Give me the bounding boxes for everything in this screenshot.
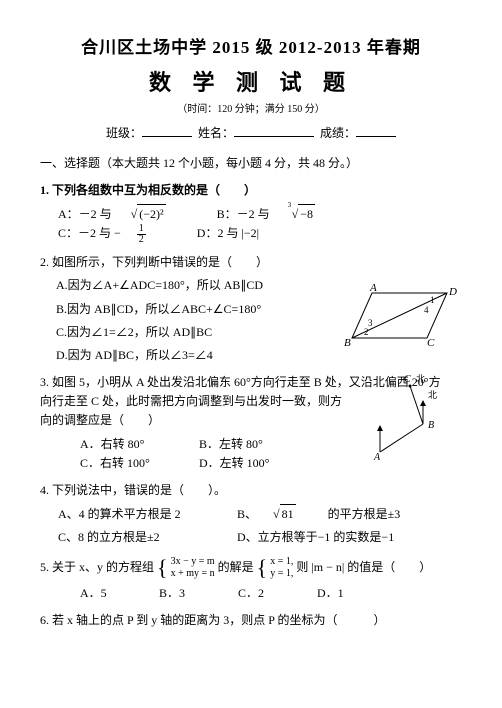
q3-opt-c: C．右转 100° (80, 454, 180, 473)
svg-text:D: D (448, 286, 457, 298)
score-blank[interactable] (356, 125, 396, 137)
q1-text: 1. 下列各组数中互为相反数的是（ ） (40, 181, 462, 200)
svg-text:2: 2 (364, 327, 369, 337)
svg-text:C: C (427, 337, 435, 349)
svg-text:A: A (369, 283, 377, 294)
svg-text:北: 北 (428, 390, 437, 400)
svg-text:4: 4 (424, 305, 429, 315)
q5-pre: 5. 关于 x、y 的方程组 (40, 559, 157, 573)
q6-text: 6. 若 x 轴上的点 P 到 y 轴的距离为 3，则点 P 的坐标为（ ） (40, 611, 462, 630)
svg-text:北: 北 (416, 374, 425, 384)
q4-opt-c: C、8 的立方根是±2 (58, 528, 218, 547)
q1-opt-c: C：－2 与 −12 (58, 224, 178, 245)
class-label: 班级： (106, 126, 142, 140)
q5-opt-a: A．5 (80, 584, 140, 603)
q4-row2: C、8 的立方根是±2 D、立方根等于−1 的实数是−1 (58, 528, 462, 547)
brace-icon: { (157, 560, 168, 575)
q5-options: A．5 B．3 C．2 D．1 (80, 584, 462, 603)
q5-opt-b: B．3 (159, 584, 219, 603)
q3-opt-d: D．左转 100° (199, 454, 269, 473)
q4-row1: A、4 的算术平方根是 2 B、81 的平方根是±3 (58, 504, 462, 524)
q1-options: A：－2 与 (−2)² B：－2 与 3−8 C：－2 与 −12 D：2 与… (58, 204, 462, 245)
q4-opt-b: B、81 的平方根是±3 (237, 504, 416, 524)
question-1: 1. 下列各组数中互为相反数的是（ ） A：－2 与 (−2)² B：－2 与 … (40, 181, 462, 245)
q4-text: 4. 下列说法中，错误的是（ ）。 (40, 481, 462, 500)
svg-text:3: 3 (368, 318, 373, 328)
page-title-2: 数 学 测 试 题 (40, 65, 462, 100)
q3-diagram: A B C 北 北 (368, 372, 448, 462)
q4-opt-a: A、4 的算术平方根是 2 (58, 505, 218, 524)
question-4: 4. 下列说法中，错误的是（ ）。 A、4 的算术平方根是 2 B、81 的平方… (40, 481, 462, 548)
svg-text:A: A (373, 452, 381, 462)
name-label: 姓名： (198, 126, 234, 140)
q5-mid: 的解是 (218, 559, 257, 573)
q1-opt-d: D：2 与 |−2| (197, 224, 259, 243)
q1-opt-b: B：－2 与 3−8 (217, 204, 347, 224)
section-1-heading: 一、选择题（本大题共 12 个小题，每小题 4 分，共 48 分。） (40, 154, 462, 173)
score-label: 成绩： (320, 126, 356, 140)
brace-icon: { (257, 560, 268, 575)
q3-opt-b: B．左转 80° (199, 435, 263, 454)
q2-text: 2. 如图所示，下列判断中错误的是（ ） (40, 253, 462, 272)
q5-opt-d: D．1 (317, 584, 344, 603)
name-blank[interactable] (234, 125, 314, 137)
q2-diagram: A D B C 1 4 3 2 (332, 283, 462, 353)
svg-text:C: C (404, 374, 411, 385)
page-title-1: 合川区土场中学 2015 级 2012-2013 年春期 (40, 34, 462, 61)
svg-text:B: B (428, 420, 434, 431)
q5-sys2: x = 1,y = 1, (270, 556, 293, 580)
question-5: 5. 关于 x、y 的方程组 { 3x − y = mx + my = n 的解… (40, 556, 462, 603)
svg-text:B: B (344, 337, 351, 349)
page-subtitle: （时间：120 分钟；满分 150 分） (40, 102, 462, 118)
q5-post: 则 |m − n| 的值是（ ） (296, 559, 431, 573)
q3-opt-a: A．右转 80° (80, 435, 180, 454)
q5-opt-c: C．2 (238, 584, 298, 603)
svg-text:1: 1 (430, 295, 435, 305)
q1-opt-a: A：－2 与 (−2)² (58, 204, 198, 224)
question-6: 6. 若 x 轴上的点 P 到 y 轴的距离为 3，则点 P 的坐标为（ ） (40, 611, 462, 630)
info-line: 班级： 姓名： 成绩： (40, 124, 462, 143)
class-blank[interactable] (142, 125, 192, 137)
q5-sys1: 3x − y = mx + my = n (171, 556, 215, 580)
q4-opt-d: D、立方根等于−1 的实数是−1 (237, 528, 394, 547)
